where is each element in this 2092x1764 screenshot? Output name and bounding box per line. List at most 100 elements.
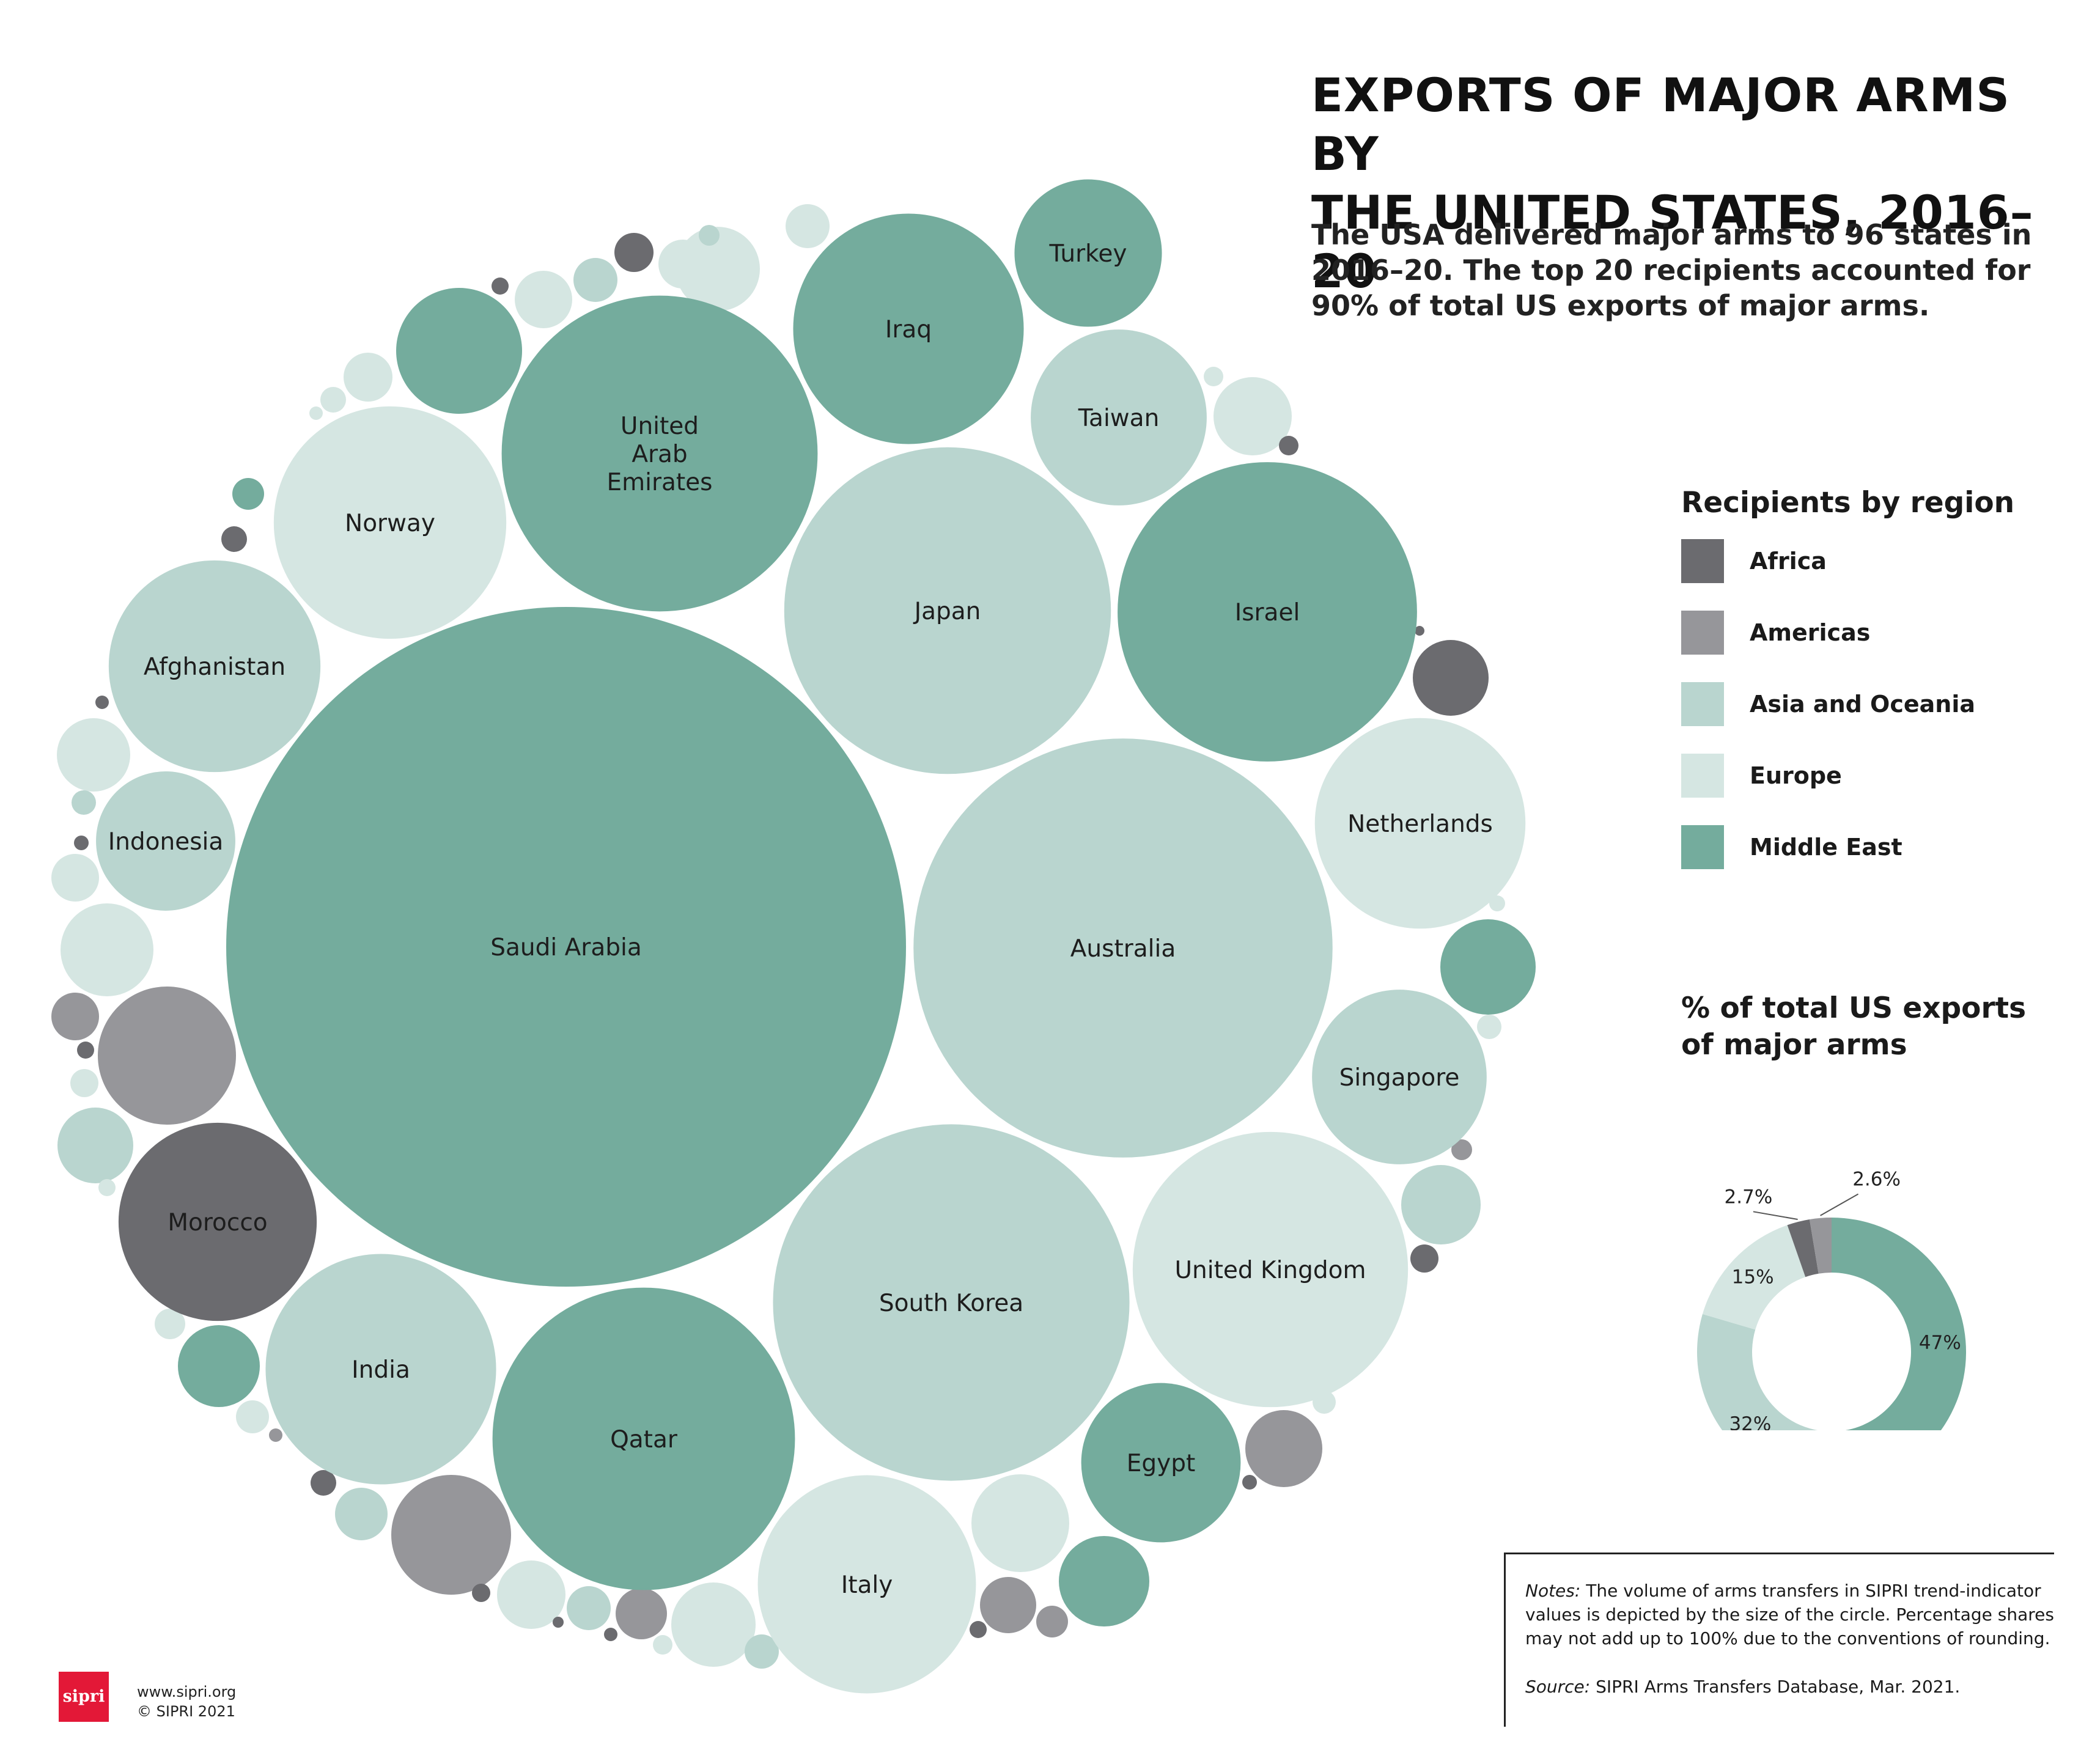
donut-slice-middle-east — [1832, 1218, 1966, 1430]
donut-slice-americas — [1809, 1218, 1832, 1274]
chart-subtitle: The USA delivered major arms to 96 state… — [1311, 218, 2032, 322]
share-title-line-1: % of total US exports — [1681, 991, 2027, 1025]
bubble-label-qatar: Qatar — [610, 1426, 678, 1453]
footer-copyright: © SIPRI 2021 — [137, 1703, 235, 1720]
bubble-unlabeled-59 — [269, 1428, 282, 1442]
bubble-unlabeled-16 — [497, 1560, 565, 1629]
bubble-unlabeled-31 — [232, 478, 264, 510]
footer: www.sipri.org © SIPRI 2021 — [137, 1682, 236, 1721]
bubble-unlabeled-8 — [57, 1108, 133, 1183]
bubble-unlabeled-39 — [155, 1309, 185, 1339]
legend-swatch-africa — [1681, 539, 1724, 583]
bubble-label-iraq: Iraq — [885, 316, 932, 344]
bubble-unlabeled-36 — [320, 387, 346, 413]
bubble-unlabeled-15 — [671, 1582, 756, 1667]
bubble-unlabeled-60 — [95, 696, 109, 709]
title-line-1: EXPORTS OF MAJOR ARMS BY — [1311, 68, 2010, 181]
donut-label-middle-east: 47% — [1919, 1332, 1961, 1354]
bubble-unlabeled-53 — [1477, 1015, 1501, 1039]
bubble-label-japan: Japan — [913, 598, 981, 625]
bubble-unlabeled-45 — [1410, 1244, 1438, 1273]
bubble-qatar — [492, 1287, 795, 1590]
footer-url[interactable]: www.sipri.org — [137, 1683, 237, 1700]
bubble-unlabeled-13 — [1401, 1165, 1481, 1244]
bubble-unlabeled-55 — [98, 1179, 116, 1196]
bubble-unlabeled-34 — [745, 1634, 779, 1669]
bubble-unlabeled-41 — [311, 1470, 336, 1496]
bubble-israel — [1118, 462, 1417, 762]
bubble-unlabeled-61 — [1415, 626, 1424, 636]
legend-label-asia-oceania: Asia and Oceania — [1750, 691, 1976, 718]
bubble-morocco — [118, 1122, 317, 1321]
notes-text: Notes: The volume of arms transfers in S… — [1525, 1579, 2054, 1650]
bubble-label-saudi-arabia: Saudi Arabia — [490, 934, 641, 961]
bubble-egypt — [1081, 1383, 1241, 1543]
bubble-saudi-arabia — [226, 607, 906, 1287]
legend-label-middle-east: Middle East — [1750, 834, 1902, 861]
bubble-unlabeled-54 — [309, 406, 323, 420]
legend-title: Recipients by region — [1681, 486, 2015, 520]
bubble-unlabeled-48 — [492, 277, 509, 295]
bubble-label-united-arab-emirates: United Arab Emirates — [606, 413, 712, 496]
bubble-unlabeled-20 — [573, 258, 617, 302]
source-label: Source: — [1525, 1677, 1591, 1697]
donut-chart: 47% 32% 15% 2.7% 2.6% — [1697, 1169, 1966, 1430]
bubble-norway — [273, 406, 507, 639]
notes-label: Notes: — [1525, 1581, 1581, 1601]
donut-label-europe: 15% — [1732, 1266, 1774, 1288]
bubble-south-korea — [773, 1124, 1130, 1481]
bubble-unlabeled-29 — [51, 993, 99, 1040]
donut-label-asia-and-oceania: 32% — [1729, 1413, 1771, 1430]
share-chart-title: % of total US exports of major arms — [1681, 990, 2048, 1064]
bubble-australia — [913, 738, 1333, 1158]
bubble-singapore — [1312, 990, 1487, 1164]
donut-slice-europe — [1702, 1225, 1806, 1330]
donut-slice-asia-and-oceania — [1697, 1314, 1818, 1430]
bubble-unlabeled-18 — [515, 271, 572, 328]
bubble-unlabeled-57 — [553, 1617, 564, 1628]
bubble-unlabeled-56 — [653, 1635, 672, 1655]
bubble-unlabeled-30 — [221, 526, 247, 552]
source-body: SIPRI Arms Transfers Database, Mar. 2021… — [1596, 1677, 1961, 1697]
bubble-unlabeled-27 — [567, 1586, 611, 1630]
bubble-label-afghanistan: Afghanistan — [144, 653, 285, 681]
sipri-logo: sipri — [59, 1672, 109, 1722]
legend-label-africa: Africa — [1750, 548, 1827, 575]
bubble-label-morocco: Morocco — [168, 1209, 267, 1237]
bubble-label-australia: Australia — [1070, 935, 1176, 963]
bubble-unlabeled-42 — [472, 1584, 490, 1602]
bubble-unlabeled-3 — [1440, 919, 1536, 1015]
bubble-unlabeled-1 — [396, 288, 522, 414]
bubble-unlabeled-32 — [699, 225, 720, 246]
bubble-unlabeled-11 — [971, 1474, 1069, 1572]
bubble-unlabeled-12 — [1214, 377, 1292, 455]
donut-leader-africa — [1753, 1211, 1798, 1220]
chart-title: EXPORTS OF MAJOR ARMS BY THE UNITED STAT… — [1311, 66, 2075, 301]
bubble-unlabeled-5 — [1413, 640, 1489, 716]
bubble-label-south-korea: South Korea — [879, 1290, 1023, 1317]
bubble-unlabeled-46 — [1242, 1475, 1257, 1490]
bubble-label-india: India — [352, 1356, 410, 1384]
donut-label-africa: 2.7% — [1725, 1186, 1773, 1208]
bubble-label-netherlands: Netherlands — [1347, 810, 1493, 838]
bubble-united-kingdom — [1132, 1131, 1409, 1408]
donut-slice-africa — [1787, 1219, 1819, 1277]
bubble-unlabeled-25 — [616, 1588, 667, 1639]
bubble-unlabeled-62 — [976, 1625, 986, 1634]
legend-swatch-asia-oceania — [1681, 682, 1724, 726]
bubble-unlabeled-47 — [1279, 436, 1298, 455]
bubble-unlabeled-4 — [1059, 1536, 1149, 1626]
bubble-unlabeled-9 — [61, 903, 153, 996]
bubble-label-singapore: Singapore — [1339, 1064, 1460, 1092]
bubble-unlabeled-24 — [614, 233, 654, 272]
bubble-italy — [757, 1475, 976, 1694]
bubble-taiwan — [1031, 329, 1207, 505]
bubble-label-italy: Italy — [841, 1571, 893, 1599]
bubble-unlabeled-19 — [57, 718, 130, 792]
donut-label-americas: 2.6% — [1852, 1169, 1901, 1191]
bubble-unlabeled-38 — [70, 1069, 98, 1097]
bubble-label-israel: Israel — [1235, 599, 1300, 627]
bubble-label-egypt: Egypt — [1127, 1450, 1196, 1477]
legend-label-europe: Europe — [1750, 762, 1842, 789]
